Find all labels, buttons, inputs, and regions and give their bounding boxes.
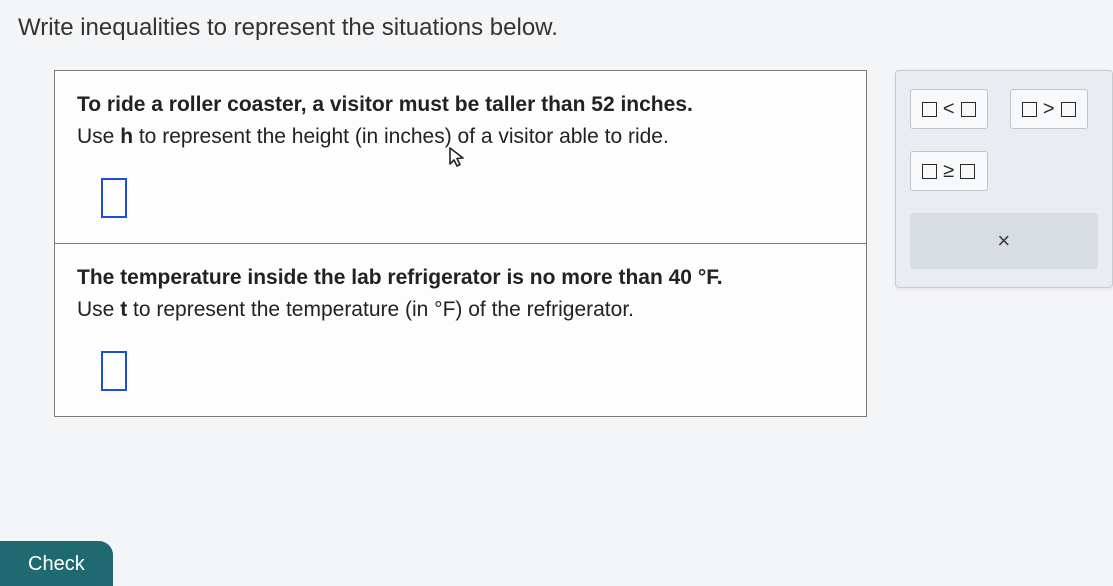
placeholder-icon <box>922 102 937 117</box>
placeholder-icon <box>922 164 937 179</box>
close-icon: × <box>997 228 1010 254</box>
question-1-post: to represent the height (in inches) of a… <box>133 125 669 148</box>
palette-row-1: < > <box>910 89 1098 129</box>
less-than-symbol: < <box>943 98 955 121</box>
check-button[interactable]: Check <box>0 541 113 586</box>
palette-row-2: ≥ <box>910 151 1098 191</box>
question-1-var: h <box>120 125 133 148</box>
question-2-pre: Use <box>77 298 120 321</box>
placeholder-icon <box>1022 102 1037 117</box>
question-2-prompt: The temperature inside the lab refrigera… <box>77 262 844 325</box>
question-1-bold: To ride a roller coaster, a visitor must… <box>77 93 693 116</box>
greater-equal-symbol: ≥ <box>943 160 954 183</box>
placeholder-icon <box>961 102 976 117</box>
answer-input-1[interactable] <box>101 178 127 218</box>
answer-input-2[interactable] <box>101 351 127 391</box>
operator-palette: < > ≥ × <box>895 70 1113 288</box>
palette-reset-row: × <box>910 213 1098 269</box>
greater-equal-button[interactable]: ≥ <box>910 151 988 191</box>
question-2: The temperature inside the lab refrigera… <box>55 243 866 416</box>
reset-button[interactable]: × <box>974 223 1034 259</box>
less-than-button[interactable]: < <box>910 89 988 129</box>
greater-than-button[interactable]: > <box>1010 89 1088 129</box>
placeholder-icon <box>960 164 975 179</box>
question-1: To ride a roller coaster, a visitor must… <box>55 71 866 243</box>
question-2-bold: The temperature inside the lab refrigera… <box>77 266 723 289</box>
question-1-pre: Use <box>77 125 120 148</box>
question-1-prompt: To ride a roller coaster, a visitor must… <box>77 89 844 152</box>
greater-than-symbol: > <box>1043 98 1055 121</box>
questions-panel: To ride a roller coaster, a visitor must… <box>54 70 867 417</box>
question-2-post: to represent the temperature (in °F) of … <box>127 298 634 321</box>
placeholder-icon <box>1061 102 1076 117</box>
page-instruction: Write inequalities to represent the situ… <box>18 14 1113 42</box>
